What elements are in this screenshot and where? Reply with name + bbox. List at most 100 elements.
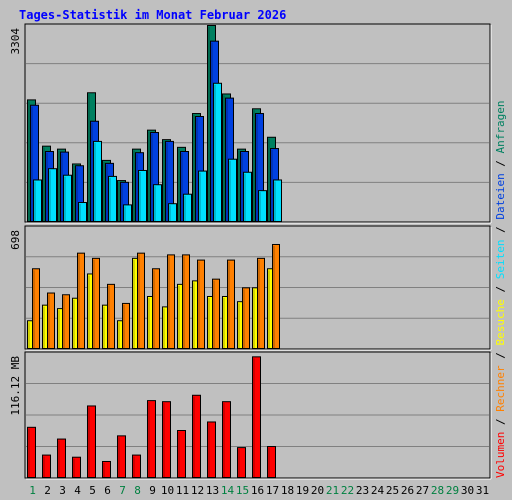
panel-middle: 698 (9, 225, 492, 351)
bar-fill (183, 193, 192, 223)
series-seiten (33, 82, 282, 223)
legend-separator: / (494, 412, 507, 432)
bar (272, 243, 280, 349)
panel-top: 3304 (9, 23, 492, 224)
bar-fill (168, 203, 177, 222)
x-tick-label: 12 (191, 484, 204, 497)
bar (222, 401, 231, 479)
bar (257, 257, 265, 349)
bar (197, 259, 205, 350)
x-tick-label: 18 (281, 484, 294, 497)
legend-item-volumen: Volumen (494, 432, 507, 478)
x-tick-label: 19 (296, 484, 309, 497)
panel-max-label: 116.12 MB (9, 356, 22, 416)
legend-text: Volumen / Rechner / Besuche / Seiten / D… (494, 100, 507, 478)
bar (147, 400, 156, 478)
bar (93, 140, 102, 222)
bar-fill (78, 202, 87, 223)
bar (108, 175, 117, 222)
bar (237, 447, 246, 478)
x-tick-label: 4 (74, 484, 81, 497)
bar-fill (122, 302, 130, 350)
x-tick-label: 9 (149, 484, 156, 497)
bar (228, 158, 237, 223)
bar (92, 257, 100, 349)
panels-layer: 3304 698 116.12 MB (9, 23, 492, 480)
bar (267, 446, 276, 479)
series-besuche (27, 257, 275, 350)
x-tick-label: 25 (386, 484, 399, 497)
x-tick-label: 10 (161, 484, 174, 497)
bar (212, 278, 220, 349)
bar (198, 170, 207, 223)
bar (47, 292, 55, 349)
x-tick-label: 1 (29, 484, 36, 497)
x-tick-label: 13 (206, 484, 219, 497)
bar (168, 203, 177, 222)
bar (273, 179, 282, 223)
x-tick-label: 23 (356, 484, 369, 497)
x-tick-label: 8 (134, 484, 141, 497)
x-tick-label: 24 (371, 484, 385, 497)
bar-fill (72, 456, 81, 478)
legend-item-besuche: Besuche (494, 299, 507, 345)
x-tick-label: 21 (326, 484, 339, 497)
x-tick-label: 11 (176, 484, 189, 497)
bar (227, 259, 235, 350)
bar-fill (147, 400, 156, 478)
bar (167, 254, 175, 349)
bar-fill (33, 179, 42, 223)
x-tick-label: 31 (476, 484, 489, 497)
legend: Volumen / Rechner / Besuche / Seiten / D… (494, 100, 507, 478)
bar-fill (162, 401, 171, 479)
bar-fill (132, 454, 141, 478)
legend-separator: / (494, 153, 507, 173)
x-tick-label: 5 (89, 484, 96, 497)
legend-separator: / (494, 279, 507, 299)
bar (87, 405, 96, 479)
x-tick-label: 2 (44, 484, 51, 497)
bar-fill (213, 82, 222, 222)
legend-item-rechner: Rechner (494, 365, 507, 412)
x-tick-label: 16 (251, 484, 264, 497)
bar (132, 454, 141, 478)
series-volumen (27, 356, 276, 479)
bar (162, 401, 171, 479)
bar-fill (48, 168, 57, 222)
bar-fill (212, 278, 220, 349)
bar-fill (227, 259, 235, 350)
bar-fill (167, 254, 175, 349)
bar-fill (77, 252, 85, 349)
bar-fill (177, 430, 186, 479)
panel-bottom: 116.12 MB (9, 351, 492, 480)
bar (258, 190, 267, 222)
legend-item-dateien: Dateien (494, 173, 507, 219)
bar (177, 430, 186, 479)
bar-fill (47, 292, 55, 349)
legend-separator: / (494, 346, 507, 366)
bar-fill (42, 454, 51, 478)
bar (213, 82, 222, 222)
bar-fill (272, 243, 280, 349)
bar-fill (267, 446, 276, 479)
bar (42, 454, 51, 478)
bar-fill (123, 204, 132, 222)
bar (107, 283, 115, 349)
bar-fill (257, 257, 265, 349)
x-tick-label: 28 (431, 484, 444, 497)
bar (62, 294, 70, 349)
bar-fill (222, 401, 231, 479)
bar (252, 356, 261, 478)
x-tick-label: 17 (266, 484, 279, 497)
legend-item-seiten: Seiten (494, 240, 507, 280)
bar-fill (228, 158, 237, 223)
bar-fill (197, 259, 205, 350)
bar-fill (27, 426, 36, 479)
bar-fill (252, 356, 261, 478)
bar-fill (57, 438, 66, 478)
bar (123, 204, 132, 222)
x-tick-label: 15 (236, 484, 249, 497)
chart-title: Tages-Statistik im Monat Februar 2026 (19, 8, 286, 22)
x-tick-label: 7 (119, 484, 126, 497)
